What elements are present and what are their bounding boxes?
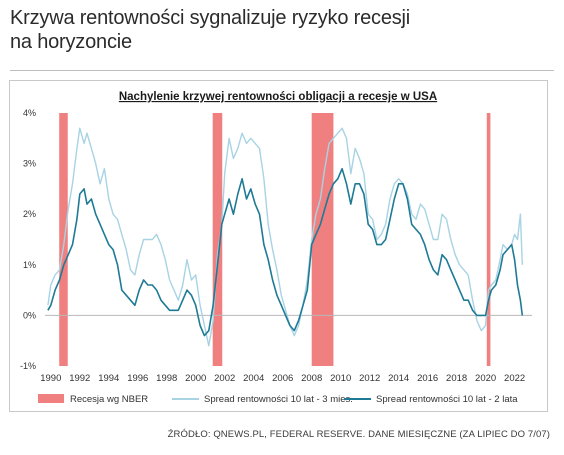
x-tick-label: 1992 [69, 373, 90, 384]
x-tick-label: 2016 [417, 373, 438, 384]
recession-band-0 [59, 113, 68, 366]
x-tick-label: 2004 [243, 373, 264, 384]
chart-tick-labels: -1% 0% 1% 2% 3% 4% 1990 1992 1994 1996 1998 2000 200… [20, 108, 525, 384]
chart-frame: -1% 0% 1% 2% 3% 4% 1990 1992 1994 1996 1998 2000 200… [9, 80, 548, 412]
headline-divider [10, 70, 554, 71]
source-note: ŹRÓDŁO: QNEWS.PL, FEDERAL RESERVE. DANE … [167, 429, 550, 440]
x-tick-label: 2022 [504, 373, 525, 384]
x-tick-label: 2008 [301, 373, 322, 384]
series-line-1 [47, 167, 524, 337]
x-tick-label: 1990 [40, 373, 61, 384]
recession-band-2 [311, 113, 334, 366]
y-tick-label: 4% [23, 108, 36, 118]
recession-band-3 [486, 113, 491, 366]
legend-swatch-recession [38, 394, 64, 403]
x-tick-label: 1998 [156, 373, 177, 384]
x-tick-label: 2002 [214, 373, 235, 384]
x-tick-label: 2010 [330, 373, 351, 384]
legend-label-recession: Recesja wg NBER [70, 394, 148, 405]
x-tick-label: 2006 [272, 373, 293, 384]
y-tick-label: 2% [23, 209, 36, 219]
chart-legend: Recesja wg NBER Spread rentowności 10 lat… [38, 394, 518, 405]
legend-label-spread-3m: Spread rentowności 10 lat - 3 mies. [204, 394, 353, 405]
recession-bands [59, 113, 491, 366]
headline-line-1: Krzywa rentowności sygnalizuje ryzyko re… [10, 7, 411, 29]
yield-curve-chart: -1% 0% 1% 2% 3% 4% 1990 1992 1994 1996 1998 2000 200… [20, 91, 532, 405]
x-tick-label: 2014 [388, 373, 409, 384]
y-tick-label: 1% [23, 260, 36, 270]
x-tick-label: 2012 [359, 373, 380, 384]
x-tick-label: 1996 [127, 373, 148, 384]
x-tick-label: 2020 [475, 373, 496, 384]
y-tick-label: 0% [23, 310, 36, 320]
recession-band-1 [212, 113, 223, 366]
legend-label-spread-2y: Spread rentowności 10 lat - 2 lata [376, 394, 518, 405]
page-headline: Krzywa rentowności sygnalizuje ryzyko re… [10, 6, 550, 54]
chart-title: Nachylenie krzywej rentowności obligacji… [119, 91, 437, 103]
chart-series [47, 127, 524, 347]
y-tick-label: -1% [20, 361, 36, 371]
x-tick-label: 2018 [446, 373, 467, 384]
series-line-0 [47, 127, 523, 347]
y-tick-label: 3% [23, 159, 36, 169]
x-tick-label: 2000 [185, 373, 206, 384]
headline-line-2: na horyzoncie [10, 31, 132, 53]
x-tick-label: 1994 [98, 373, 119, 384]
